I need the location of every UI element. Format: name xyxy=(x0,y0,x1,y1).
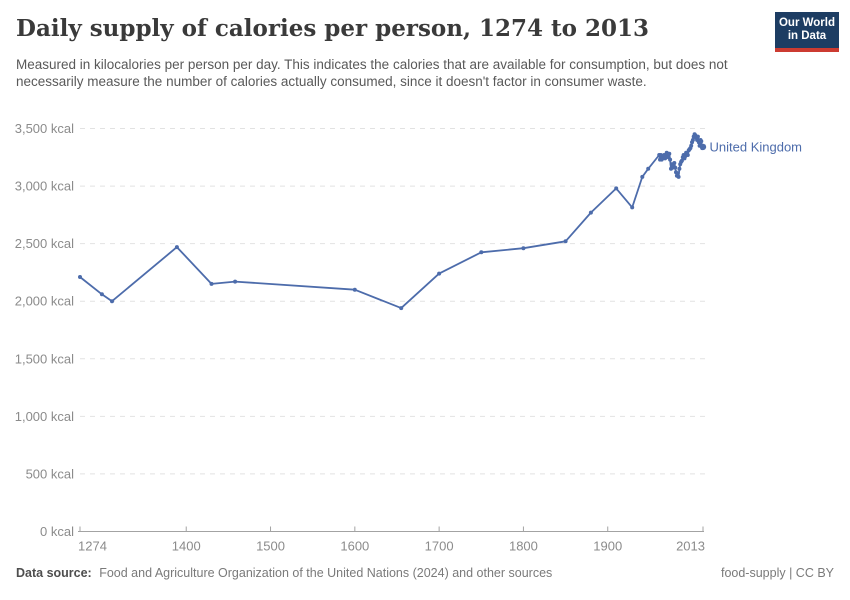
data-point-marker[interactable] xyxy=(672,161,677,165)
y-tick-label: 500 kcal xyxy=(26,466,75,481)
data-point-marker[interactable] xyxy=(679,158,684,163)
data-point-marker[interactable] xyxy=(689,143,694,148)
chart-title: Daily supply of calories per person, 127… xyxy=(16,15,650,42)
y-tick-label: 0 kcal xyxy=(40,524,74,539)
series-label-united-kingdom[interactable]: United Kingdom xyxy=(710,139,803,154)
y-tick-label: 2,500 kcal xyxy=(15,236,74,251)
data-source: Data source: Food and Agriculture Organi… xyxy=(16,566,552,580)
data-point-marker[interactable] xyxy=(209,281,214,286)
data-point-marker[interactable] xyxy=(676,174,681,179)
data-point-marker[interactable] xyxy=(673,165,678,170)
x-tick-label: 1900 xyxy=(593,539,622,554)
data-point-marker[interactable] xyxy=(437,271,442,276)
owid-logo-line1: Our World xyxy=(778,17,835,29)
x-tick-label: 1600 xyxy=(340,539,369,554)
data-point-marker[interactable] xyxy=(667,151,672,156)
chart-footer: Data source: Food and Agriculture Organi… xyxy=(0,566,850,580)
x-tick-label: 1500 xyxy=(256,539,285,554)
data-point-marker[interactable] xyxy=(668,157,673,162)
data-point-marker[interactable] xyxy=(699,139,704,144)
data-point-marker[interactable] xyxy=(690,138,695,142)
owid-logo[interactable]: Our World in Data xyxy=(775,12,839,52)
x-tick-label: 1400 xyxy=(172,539,201,554)
calorie-line-chart[interactable]: 0 kcal 500 kcal 1,000 kcal 1,500 kcal 2,000 … xyxy=(0,115,850,560)
data-source-label: Data source: xyxy=(16,566,92,580)
data-point-marker[interactable] xyxy=(640,174,645,179)
x-tick-label: 1700 xyxy=(425,539,454,554)
x-tick-label: 2013 xyxy=(676,539,705,554)
data-point-marker[interactable] xyxy=(174,245,179,250)
data-point-marker[interactable] xyxy=(630,205,635,210)
data-point-marker[interactable] xyxy=(685,153,690,157)
data-point-marker[interactable] xyxy=(614,186,619,191)
x-tick-label: 1274 xyxy=(78,539,107,554)
chart-subtitle: Measured in kilocalories per person per … xyxy=(16,57,728,89)
data-point-marker[interactable] xyxy=(677,166,682,171)
data-point-marker[interactable] xyxy=(695,134,700,139)
data-point-marker[interactable] xyxy=(675,171,680,176)
x-tick-label: 1800 xyxy=(509,539,538,554)
data-point-marker[interactable] xyxy=(233,279,238,284)
y-tick-label: 3,500 kcal xyxy=(15,121,74,136)
data-point-marker[interactable] xyxy=(352,287,357,292)
data-point-marker[interactable] xyxy=(110,299,114,304)
footer-attribution: food-supply | CC BY xyxy=(720,566,834,580)
data-point-marker[interactable] xyxy=(563,239,568,244)
data-point-marker[interactable] xyxy=(99,292,104,297)
series-line[interactable] xyxy=(79,133,704,309)
y-tick-label: 1,000 kcal xyxy=(15,409,74,424)
data-point-marker[interactable] xyxy=(646,166,651,171)
y-tick-label: 1,500 kcal xyxy=(15,351,74,366)
data-point-marker[interactable] xyxy=(399,306,404,311)
data-point-marker[interactable] xyxy=(588,210,593,215)
data-point-marker[interactable] xyxy=(521,246,526,251)
series-end-marker xyxy=(699,143,707,151)
owid-logo-line2: in Data xyxy=(787,30,827,42)
data-point-marker[interactable] xyxy=(479,250,484,255)
y-tick-label: 2,000 kcal xyxy=(15,294,74,309)
data-source-text: Food and Agriculture Organization of the… xyxy=(99,566,553,580)
data-point-marker[interactable] xyxy=(78,275,82,279)
y-tick-label: 3,000 kcal xyxy=(15,179,74,194)
